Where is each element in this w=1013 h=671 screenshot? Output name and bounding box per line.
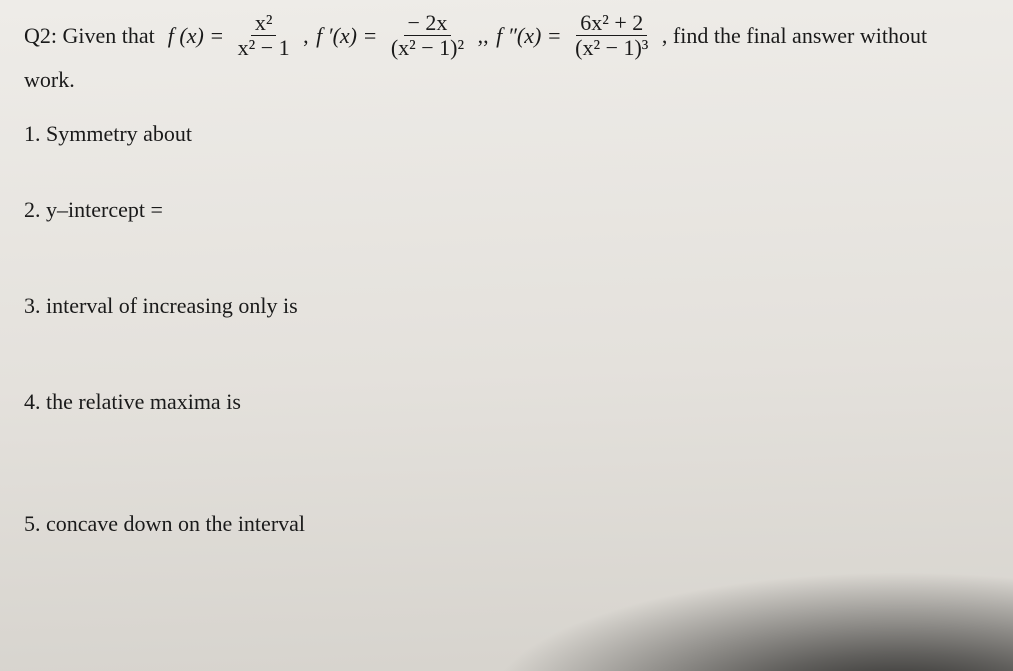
fdoubleprime-equals: f ″(x) = [496,25,567,47]
fraction-fprime: − 2x (x² − 1)² [387,12,468,59]
q-label: Q2: Given that [24,25,166,47]
page: Q2: Given that f (x) = x² x² − 1 , f ′(x… [0,0,1013,671]
fraction-fdoubleprime-num: 6x² + 2 [576,12,647,36]
fraction-fdoubleprime: 6x² + 2 (x² − 1)³ [571,12,652,59]
item-increasing: 3. interval of increasing only is [24,293,989,319]
fraction-fprime-num: − 2x [404,12,452,36]
fraction-fdoubleprime-den: (x² − 1)³ [571,36,652,59]
fraction-fprime-den: (x² − 1)² [387,36,468,59]
separator-2: ,, [472,25,494,47]
item-relative-maxima: 4. the relative maxima is [24,389,989,415]
fraction-f: x² x² − 1 [234,12,294,59]
fprime-equals: f ′(x) = [316,25,383,47]
item-y-intercept: 2. y–intercept = [24,197,989,223]
photo-shadow [453,561,1013,671]
separator-1: , [298,25,315,47]
item-symmetry: 1. Symmetry about [24,121,989,147]
question-continuation: work. [24,67,989,93]
fraction-f-num: x² [251,12,277,36]
item-concave-down: 5. concave down on the interval [24,511,989,537]
question-line: Q2: Given that f (x) = x² x² − 1 , f ′(x… [24,12,989,59]
f-equals: f (x) = [168,25,230,47]
q-tail: , find the final answer without [656,25,927,47]
fraction-f-den: x² − 1 [234,36,294,59]
